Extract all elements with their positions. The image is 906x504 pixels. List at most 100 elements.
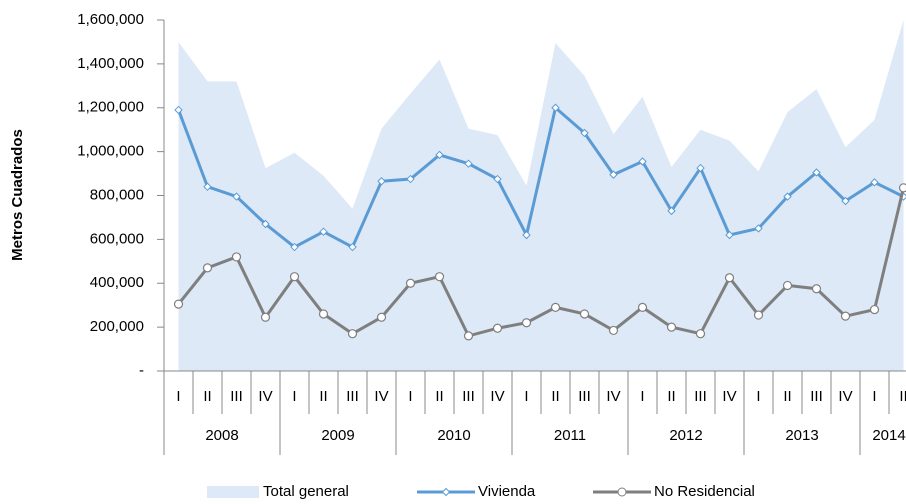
- x-tick-label: IV: [838, 388, 852, 405]
- marker: [289, 272, 300, 282]
- x-tick-label: II: [783, 388, 791, 405]
- group-label: 2012: [669, 427, 702, 444]
- x-tick-label: II: [899, 388, 906, 405]
- group-label: 2008: [205, 427, 238, 444]
- x-tick-label: I: [524, 388, 528, 405]
- group-label: 2011: [554, 427, 586, 444]
- marker: [550, 302, 561, 312]
- legend-label: No Residencial: [654, 483, 755, 500]
- marker: [434, 272, 445, 282]
- x-tick-label: I: [640, 388, 644, 405]
- marker: [667, 206, 676, 216]
- y-axis-label: Metros Cuadrados: [9, 129, 26, 261]
- marker: [202, 263, 213, 273]
- marker: [579, 309, 590, 319]
- legend-label: Vivienda: [478, 483, 536, 500]
- marker: [173, 299, 184, 309]
- marker: [782, 280, 793, 291]
- marker: [637, 302, 648, 312]
- marker: [406, 174, 415, 184]
- marker: [840, 311, 851, 321]
- x-tick-label: II: [667, 388, 675, 405]
- marker: [435, 150, 444, 160]
- marker: [405, 278, 416, 288]
- y-tick-label: 1,000,000: [77, 143, 144, 160]
- marker: [898, 183, 906, 193]
- x-tick-label: II: [203, 388, 211, 405]
- x-tick-label: II: [319, 388, 327, 405]
- legend-swatch: [207, 486, 259, 498]
- marker: [318, 309, 329, 319]
- x-tick-label: III: [230, 388, 243, 405]
- x-tick-label: IV: [722, 388, 736, 405]
- x-tick-label: III: [810, 388, 823, 405]
- x-tick-label: I: [872, 388, 876, 405]
- x-tick-label: IV: [374, 388, 388, 405]
- line: [177, 187, 905, 338]
- marker: [754, 224, 763, 233]
- marker: [870, 178, 879, 187]
- marker: [377, 177, 386, 186]
- marker: [608, 325, 619, 336]
- marker: [753, 310, 764, 320]
- legend-marker: [441, 487, 451, 497]
- x-tick-label: IV: [490, 388, 504, 405]
- y-tick-label: 1,400,000: [77, 55, 144, 72]
- x-tick-label: II: [551, 388, 559, 405]
- x-tick-label: I: [756, 388, 760, 405]
- marker: [232, 192, 241, 201]
- x-tick-label: III: [694, 388, 707, 405]
- group-label: 2014: [872, 427, 905, 444]
- x-tick-label: II: [435, 388, 443, 405]
- group-label: 2009: [321, 427, 354, 444]
- legend-label: Total general: [263, 483, 349, 500]
- marker: [260, 312, 271, 322]
- marker: [522, 230, 531, 240]
- y-tick-label: -: [139, 362, 144, 379]
- x-tick-label: I: [176, 388, 180, 405]
- marker: [463, 331, 474, 341]
- group-label: 2010: [437, 427, 470, 444]
- marker: [811, 284, 822, 294]
- y-tick-label: 200,000: [90, 318, 144, 335]
- marker: [376, 312, 387, 322]
- marker: [464, 159, 473, 168]
- marker: [174, 105, 183, 115]
- x-tick-label: I: [408, 388, 412, 405]
- marker: [492, 323, 503, 333]
- marker: [725, 230, 734, 240]
- marker: [319, 227, 328, 236]
- group-label: 2013: [785, 427, 818, 444]
- marker: [290, 242, 299, 252]
- y-tick-label: 1,600,000: [77, 11, 144, 28]
- marker: [203, 182, 212, 191]
- marker: [261, 219, 270, 229]
- y-tick-label: 400,000: [90, 274, 144, 291]
- marker: [580, 128, 589, 138]
- marker: [724, 273, 735, 283]
- x-tick-label: IV: [606, 388, 620, 405]
- marker: [551, 103, 560, 112]
- marker: [696, 163, 705, 173]
- x-tick-label: I: [292, 388, 296, 405]
- marker: [638, 157, 647, 166]
- marker: [609, 170, 618, 179]
- x-tick-label: III: [462, 388, 475, 405]
- marker: [812, 168, 821, 177]
- legend-marker: [617, 487, 627, 497]
- y-tick-label: 600,000: [90, 230, 144, 247]
- x-tick-label: III: [578, 388, 591, 405]
- x-tick-label: IV: [258, 388, 272, 405]
- marker: [869, 304, 880, 315]
- marker: [666, 322, 677, 332]
- y-tick-label: 800,000: [90, 186, 144, 203]
- marker: [841, 196, 850, 206]
- marker: [783, 192, 792, 201]
- line: [177, 104, 905, 250]
- marker: [231, 252, 242, 262]
- marker: [348, 242, 357, 252]
- marker: [347, 329, 358, 339]
- marker: [695, 329, 706, 339]
- marker: [493, 174, 502, 184]
